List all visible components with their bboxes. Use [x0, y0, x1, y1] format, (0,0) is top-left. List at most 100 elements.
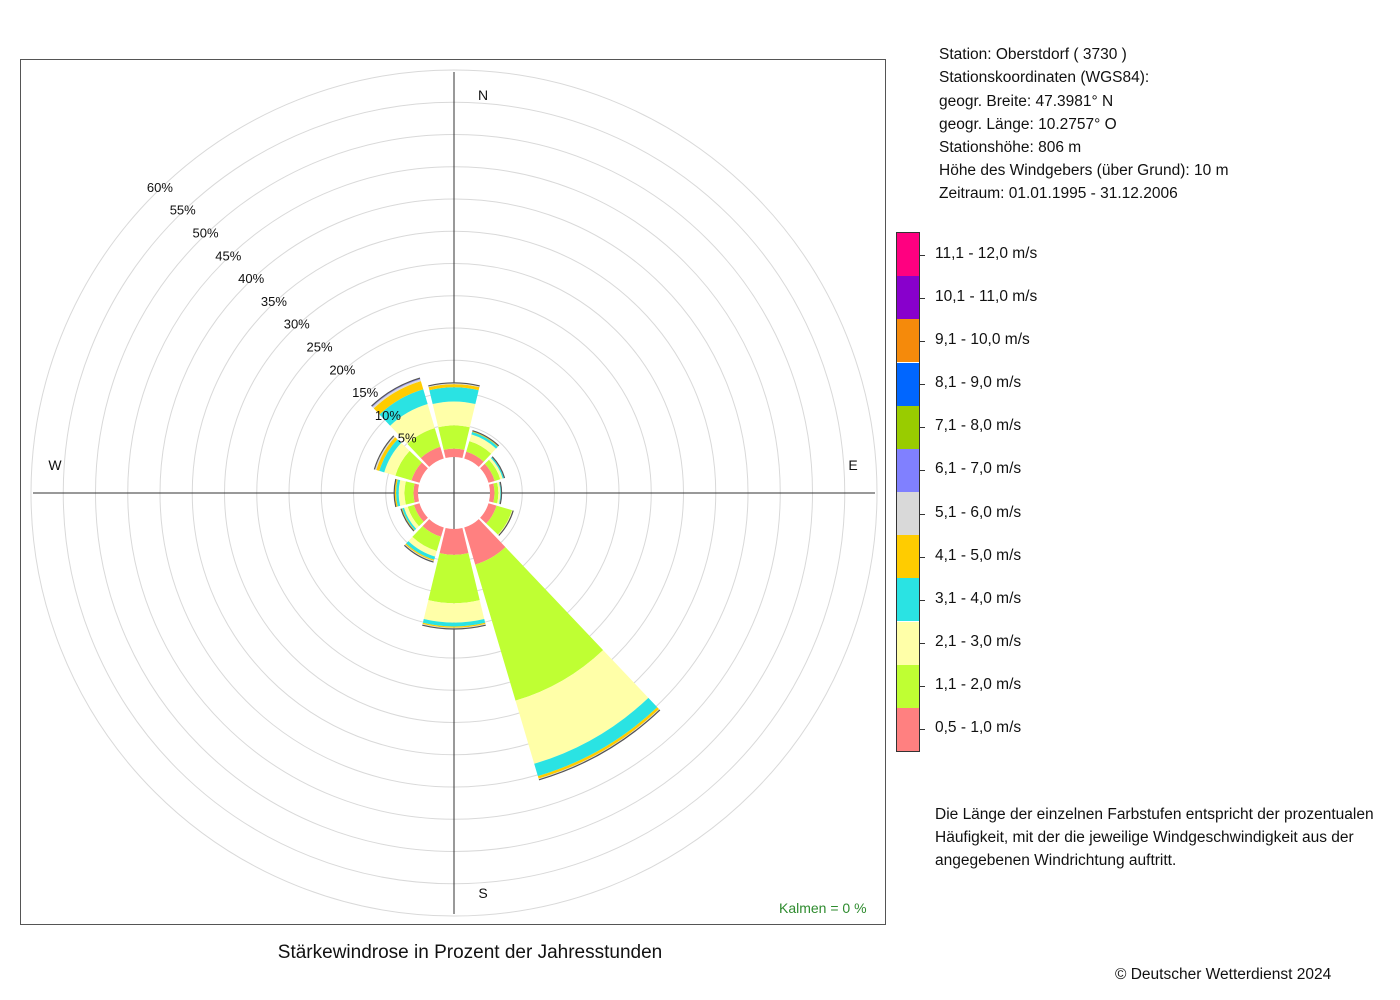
legend-swatch [897, 578, 919, 622]
legend-tick [920, 384, 925, 386]
legend-label: 4,1 - 5,0 m/s [935, 546, 1022, 564]
petal-tip-dir60 [491, 456, 506, 479]
ring-label-20: 20% [329, 362, 355, 377]
petal-segment-dir270-class1 [413, 483, 419, 503]
ring-label-45: 45% [215, 248, 241, 263]
legend-label: 8,1 - 9,0 m/s [935, 374, 1022, 392]
compass-label-s: S [478, 885, 487, 901]
legend-tick [920, 427, 925, 429]
grid-ring-60 [30, 69, 878, 917]
ring-label-30: 30% [284, 317, 310, 332]
petal-segment-dir270-class5 [394, 479, 398, 507]
legend-label: 7,1 - 8,0 m/s [935, 417, 1022, 435]
legend-label: 3,1 - 4,0 m/s [935, 589, 1022, 607]
legend-label: 11,1 - 12,0 m/s [935, 244, 1038, 262]
longitude-text: geogr. Länge: 10.2757° O [939, 116, 1117, 133]
elevation-text: Stationshöhe: 806 m [939, 139, 1082, 156]
legend-label: 2,1 - 3,0 m/s [935, 633, 1022, 651]
ring-label-55: 55% [170, 203, 196, 218]
compass-label-w: W [48, 457, 62, 473]
legend-swatch [897, 621, 919, 665]
petal-segment-dir210-class4 [406, 541, 436, 560]
sensor-height-text: Höhe des Windgebers (über Grund): 10 m [939, 162, 1229, 179]
legend-swatch [897, 362, 919, 406]
petal-segment-dir60-class3 [489, 458, 503, 480]
petal-tip-dir180 [422, 624, 486, 630]
legend-tick [920, 470, 925, 472]
petal-segment-dir90-class1 [489, 483, 495, 503]
petal-tip-dir210 [403, 544, 434, 563]
petal-segment-dir120-class1 [480, 503, 497, 524]
legend-tick [920, 686, 925, 688]
petal-segment-dir120-class2 [486, 505, 513, 535]
petal-segment-dir270-class2 [404, 481, 415, 505]
petal-tip-dir30 [472, 430, 500, 447]
legend-tick [920, 254, 925, 256]
ring-labels: 5% 10% 15% 20% 25% 30% 35% 40% 45% 50% 55% 60% [147, 180, 417, 446]
petal-segment-dir240-class4 [402, 507, 417, 531]
ring-label-15: 15% [352, 385, 378, 400]
legend-label: 1,1 - 2,0 m/s [935, 676, 1022, 694]
legend-tick [920, 513, 925, 515]
petal-segment-dir270-class4 [396, 479, 401, 507]
petal-segment-dir0-class4 [429, 387, 479, 405]
ring-label-10: 10% [375, 408, 401, 423]
petal-segment-dir180-class1 [439, 528, 469, 555]
legend-tick [920, 643, 925, 645]
petal-segment-dir150-class1 [464, 519, 506, 565]
ring-label-35: 35% [261, 294, 287, 309]
petal-segment-dir210-class1 [422, 519, 444, 537]
petal-segment-dir330-class4 [379, 389, 428, 426]
legend-swatch [897, 319, 919, 363]
legend-tick [920, 340, 925, 342]
petal-tip-dir0 [428, 382, 480, 387]
legend-label: 0,5 - 1,0 m/s [935, 719, 1022, 737]
coords-heading: Stationskoordinaten (WGS84): [939, 69, 1150, 86]
petal-segment-dir60-class2 [484, 459, 501, 481]
petal-segment-dir30-class3 [469, 434, 497, 454]
period-text: Zeitraum: 01.01.1995 - 31.12.2006 [939, 185, 1178, 202]
petal-segment-dir300-class5 [376, 437, 398, 471]
petal-segment-dir60-class4 [490, 457, 504, 479]
petal-segment-dir210-class2 [412, 526, 442, 552]
legend-swatch [897, 276, 919, 320]
legend-label: 6,1 - 7,0 m/s [935, 460, 1022, 478]
petal-segment-dir0-class1 [443, 448, 465, 458]
petal-segment-dir180-class6 [422, 623, 486, 629]
petal-segment-dir150-class2 [475, 547, 604, 701]
legend-tick [920, 556, 925, 558]
petal-segment-dir180-class4 [422, 618, 486, 627]
legend-tick [920, 729, 925, 731]
wind-rose-chart: 5% 10% 15% 20% 25% 30% 35% 40% 45% 50% 55% 60% N E S W [30, 69, 878, 917]
petal-tip-dir240 [400, 508, 415, 532]
petal-segment-dir300-class3 [384, 442, 410, 476]
explanation-note: Die Länge der einzelnen Farbstufen entsp… [935, 806, 1374, 869]
compass-label-e: E [848, 457, 857, 473]
legend-swatch [897, 233, 919, 277]
chart-title: Stärkewindrose in Prozent der Jahresstun… [277, 942, 663, 963]
petal-segment-dir330-class5 [373, 381, 424, 415]
petal-segment-dir90-class2 [493, 482, 499, 504]
legend-tick [920, 297, 925, 299]
station-name: Station: Oberstdorf ( 3730 ) [939, 46, 1127, 63]
petal-segment-dir270-class3 [398, 480, 406, 506]
petal-segment-dir90-class3 [497, 482, 501, 504]
petal-segment-dir330-class6 [372, 379, 421, 409]
petal-segment-dir330-class2 [407, 428, 441, 458]
petal-segment-dir240-class2 [407, 504, 424, 527]
petal-segment-dir0-class2 [438, 425, 470, 450]
ring-label-25: 25% [307, 340, 333, 355]
petal-segment-dir240-class3 [404, 506, 419, 529]
legend-label: 10,1 - 11,0 m/s [935, 287, 1038, 305]
legend-swatch [897, 405, 919, 449]
petal-segment-dir0-class3 [432, 401, 476, 428]
petal-tip-dir270 [393, 478, 397, 508]
compass-labels: N E S W [48, 87, 857, 901]
petal-segment-dir30-class4 [471, 431, 498, 449]
petal-tip-dir90 [499, 481, 503, 505]
compass-axes [33, 72, 875, 914]
petal-segment-dir240-class5 [401, 508, 415, 531]
petal-segment-dir330-class1 [420, 446, 444, 467]
petal-segment-dir90-class4 [499, 482, 501, 504]
petal-segment-dir180-class5 [422, 622, 486, 628]
